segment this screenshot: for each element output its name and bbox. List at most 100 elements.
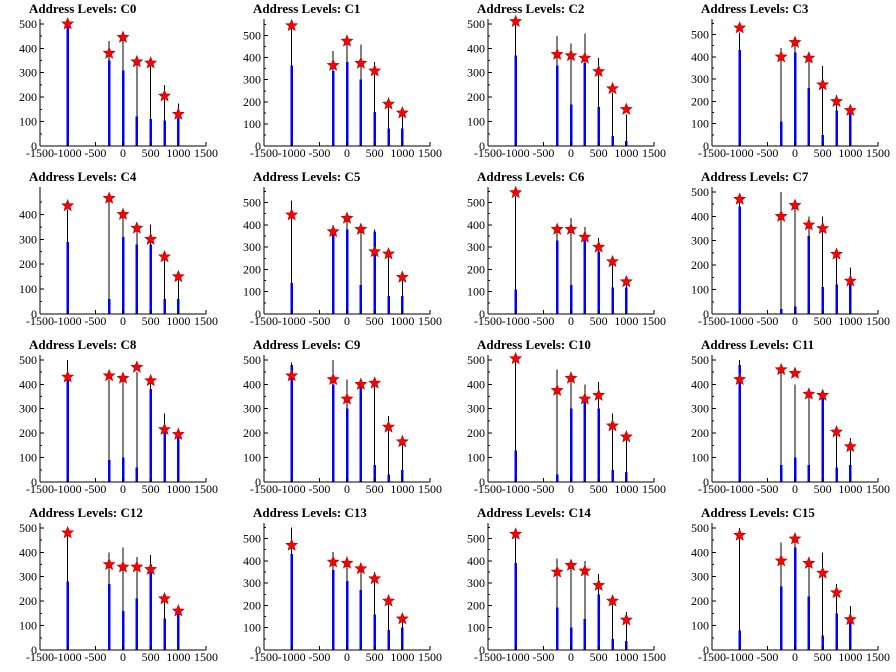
star-marker: [61, 17, 75, 30]
y-tick-label: 400: [19, 41, 37, 55]
chart-svg: Address Levels: C13 0 100 200 300 400 500 -1500…: [243, 505, 442, 664]
x-tick-label: 1500: [194, 482, 218, 496]
star-marker: [171, 604, 185, 617]
x-tick-label: -1500: [698, 146, 726, 160]
x-tick-label: -1500: [26, 650, 54, 664]
star-marker: [774, 209, 788, 222]
x-tick-label: 500: [366, 650, 384, 664]
x-tick-label: -500: [84, 650, 106, 664]
x-tick-label: 1000: [838, 146, 862, 160]
x-tick-label: 1500: [866, 146, 890, 160]
y-tick-label: 0: [255, 643, 261, 657]
star-marker: [774, 554, 788, 567]
chart-panel: Address Levels: C6 0 100 200 300 400 500 -1500-…: [448, 168, 672, 336]
star-marker: [395, 611, 409, 625]
star-marker: [130, 360, 144, 373]
y-tick-label: 500: [467, 196, 485, 210]
y-tick-label: 500: [243, 353, 261, 367]
y-tick-label: 0: [703, 307, 709, 321]
star-marker: [340, 556, 354, 569]
x-tick-label: -1500: [698, 314, 726, 328]
chart-panel: Address Levels: C10 0 100 200 300 400 500 -1500…: [448, 336, 672, 504]
x-tick-label: -1500: [250, 146, 278, 160]
y-tick-label: 300: [19, 232, 37, 246]
y-tick-label: 500: [243, 196, 261, 210]
y-tick-label: 100: [467, 115, 485, 129]
x-tick-label: -1000: [726, 650, 754, 664]
star-marker: [550, 565, 564, 578]
y-tick-label: 300: [243, 240, 261, 254]
star-marker: [606, 594, 619, 607]
star-marker: [340, 34, 354, 47]
y-tick-label: 200: [467, 426, 485, 440]
y-tick-label: 300: [467, 576, 485, 590]
chart-svg: Address Levels: C12 0 100 200 300 400 500 -1500…: [19, 505, 218, 664]
star-marker: [592, 388, 606, 401]
x-tick-label: -1500: [474, 314, 502, 328]
star-marker: [326, 555, 340, 568]
y-tick-label: 300: [691, 570, 709, 584]
x-tick-label: 0: [792, 650, 798, 664]
y-tick-label: 400: [467, 377, 485, 391]
y-tick-label: 300: [19, 66, 37, 80]
star-marker: [144, 232, 158, 245]
y-tick-label: 500: [467, 17, 485, 31]
star-marker: [326, 224, 340, 238]
star-marker: [158, 89, 171, 102]
x-tick-label: -1000: [502, 650, 530, 664]
x-tick-label: 1500: [642, 314, 666, 328]
y-tick-label: 400: [243, 377, 261, 391]
y-tick-label: 400: [243, 51, 261, 65]
chart-svg: Address Levels: C60100200300400500-1500-…: [467, 169, 666, 328]
chart-panel: Address Levels: C2 0 100 200 300 400 500 -1500-…: [448, 0, 672, 168]
star-marker: [509, 351, 523, 365]
x-tick-label: 1500: [642, 146, 666, 160]
y-tick-label: 200: [691, 258, 709, 272]
x-tick-label: -1000: [54, 314, 82, 328]
star-marker: [774, 362, 788, 376]
x-tick-label: -500: [308, 146, 330, 160]
x-tick-label: -1000: [726, 314, 754, 328]
star-marker: [843, 103, 857, 116]
star-marker: [592, 578, 606, 591]
x-tick-label: -1000: [502, 146, 530, 160]
y-tick-label: 500: [467, 353, 485, 367]
star-marker: [354, 56, 368, 69]
chart-svg: Address Levels: C00100200300400500-1500-…: [19, 1, 218, 160]
star-marker: [130, 560, 144, 573]
star-marker: [144, 373, 158, 387]
chart-panel: Address Levels: C5 0 100 200 300 400 500 -1500-…: [224, 168, 448, 336]
x-tick-label: -1500: [250, 482, 278, 496]
star-marker: [326, 372, 340, 385]
chart-title: Address Levels: C1: [253, 1, 360, 16]
star-marker: [171, 107, 185, 120]
y-tick-label: 300: [691, 402, 709, 416]
y-tick-label: 300: [19, 570, 37, 584]
star-marker: [733, 21, 747, 34]
y-tick-label: 0: [479, 139, 485, 153]
y-tick-label: 100: [467, 621, 485, 635]
x-tick-label: 1000: [838, 482, 862, 496]
chart-svg: Address Levels: C20100200300400500-1500-…: [467, 1, 666, 160]
y-tick-label: 300: [467, 402, 485, 416]
y-tick-label: 400: [243, 218, 261, 232]
chart-title: Address Levels: C14: [477, 505, 591, 520]
y-tick-label: 400: [467, 554, 485, 568]
star-marker: [802, 51, 816, 64]
x-tick-label: -1500: [474, 482, 502, 496]
star-marker: [144, 56, 158, 69]
y-tick-label: 400: [19, 377, 37, 391]
y-tick-label: 100: [691, 619, 709, 633]
x-tick-label: 1500: [866, 482, 890, 496]
y-tick-label: 0: [31, 475, 37, 489]
y-tick-label: 200: [691, 594, 709, 608]
star-marker: [395, 270, 409, 283]
x-tick-label: -1000: [54, 650, 82, 664]
x-tick-label: 1000: [166, 650, 190, 664]
y-tick-label: 200: [19, 426, 37, 440]
y-tick-label: 400: [691, 545, 709, 559]
x-tick-label: -1500: [26, 482, 54, 496]
x-tick-label: -1500: [698, 650, 726, 664]
x-tick-label: 1500: [418, 146, 442, 160]
star-marker: [368, 64, 382, 77]
